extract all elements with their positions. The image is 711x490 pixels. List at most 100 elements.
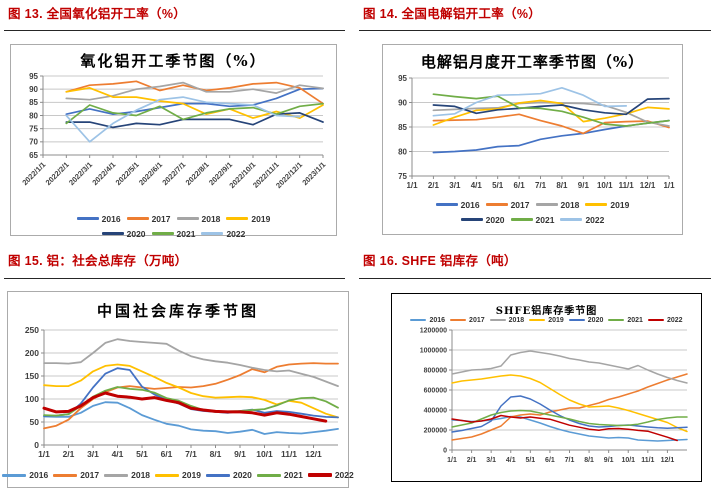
legend-alumina: 2016 2017 2018 2019 2020 2021 2022 (11, 211, 336, 241)
svg-text:8/1: 8/1 (584, 457, 594, 464)
legend-label: 2016 (460, 199, 480, 210)
legend-row: 2016 2017 2018 2019 (435, 197, 629, 212)
svg-text:75: 75 (398, 172, 407, 181)
legend-item-2018: 2018 (535, 199, 580, 210)
legend-swatch (560, 218, 583, 221)
svg-text:9/1: 9/1 (603, 457, 613, 464)
section-rule (4, 278, 345, 279)
svg-text:7/1: 7/1 (564, 457, 574, 464)
legend-swatch (435, 203, 458, 206)
legend-swatch (256, 473, 281, 477)
panel-figure-14: 图 14. 全国电解铝开工率（%） 电解铝月度开工率季节图（%） 75 80 85 9… (356, 0, 711, 247)
svg-text:1200000: 1200000 (419, 328, 446, 335)
chart-frame-social-inventory: 中国社会库存季节图 0 50 100 150 200 250 1/1 2/1 3/1 4/1 5/1… (2, 291, 354, 488)
legend-item-2019: 2019 (155, 470, 201, 480)
alumina-operating-rate-plot: 657075808590952022/1/12022/2/12022/3/120… (20, 72, 327, 190)
legend-item-2020: 2020 (568, 316, 604, 324)
legend-row: 2020 2021 2022 (101, 226, 246, 241)
legend-swatch (126, 217, 149, 220)
legend-label: 2016 (429, 316, 446, 324)
legend-item-2017: 2017 (485, 200, 530, 210)
legend-row: 2016 2017 2018 2019 (76, 211, 271, 226)
svg-text:65: 65 (29, 151, 38, 160)
legend-label: 2021 (627, 316, 643, 324)
legend-label: 2019 (251, 213, 271, 224)
svg-text:11/1: 11/1 (641, 457, 654, 464)
legend-item-2021: 2021 (510, 214, 555, 225)
svg-text:10/1: 10/1 (256, 449, 273, 459)
legend-item-2017: 2017 (126, 213, 171, 224)
svg-text:2/1: 2/1 (62, 449, 74, 459)
panel-figure-15: 图 15. 铝：社会总库存（万吨） 中国社会库存季节图 0 50 100 150 200… (0, 247, 356, 490)
svg-text:11/1: 11/1 (280, 449, 296, 459)
legend-item-2020: 2020 (205, 470, 252, 480)
legend-electrolytic: 2016 2017 2018 2019 2020 2021 2022 (383, 197, 682, 227)
legend-row: 2016 2017 2018 2019 2020 2021 2022 (2, 467, 354, 483)
legend-swatch (410, 318, 427, 322)
svg-text:1/1: 1/1 (38, 449, 50, 459)
legend-swatch (205, 473, 230, 477)
svg-text:1/1: 1/1 (447, 457, 457, 464)
legend-swatch (101, 232, 124, 235)
svg-text:7/1: 7/1 (535, 181, 547, 190)
svg-text:6/1: 6/1 (545, 457, 555, 464)
legend-swatch (151, 232, 174, 235)
legend-item-2022: 2022 (647, 317, 683, 324)
svg-text:2022/7/1: 2022/7/1 (160, 160, 187, 187)
shfe-inventory-plot: 0 200000 400000 600000 800000 1000000 1200000 1… (419, 328, 688, 464)
svg-text:5/1: 5/1 (492, 181, 504, 190)
legend-label: 2017 (151, 213, 171, 224)
svg-text:4/1: 4/1 (111, 449, 123, 459)
chart-title-shfe-inventory: SHFE铝库存季节图 (495, 306, 598, 317)
svg-text:4/1: 4/1 (505, 457, 515, 464)
svg-text:95: 95 (29, 72, 38, 81)
legend-label: 2022 (226, 228, 246, 239)
chart-frame-electrolytic: 电解铝月度开工率季节图（%） 75 80 85 90 95 1/1 2/1 3/1 4/1 5/1… (382, 44, 683, 235)
svg-text:80: 80 (398, 147, 407, 156)
legend-swatch (460, 218, 483, 221)
legend-item-2020: 2020 (460, 215, 505, 225)
legend-row: 2020 2021 2022 (460, 212, 605, 227)
chart-title-electrolytic: 电解铝月度开工率季节图（%） (420, 53, 645, 71)
svg-text:150: 150 (24, 371, 38, 381)
svg-text:0: 0 (34, 440, 39, 450)
legend-swatch (647, 318, 664, 322)
legend-label: 2022 (334, 470, 354, 480)
legend-row: 2016 2017 2018 2019 2020 2021 2022 (410, 314, 683, 326)
legend-label: 2021 (283, 470, 303, 480)
svg-text:7/1: 7/1 (185, 449, 197, 459)
legend-label: 2021 (535, 214, 555, 225)
legend-swatch (53, 473, 78, 477)
svg-text:200: 200 (24, 348, 38, 358)
svg-text:12/1: 12/1 (305, 449, 322, 459)
chart-frame-shfe-inventory: SHFE铝库存季节图 2016 2017 2018 2019 2020 2021 2022 … (391, 293, 702, 482)
legend-label: 2022 (585, 214, 605, 225)
legend-label: 2020 (587, 316, 604, 324)
electrolytic-operating-rate-plot: 75 80 85 90 95 1/1 2/1 3/1 4/1 5/1 6/1 7/1 8/1 9/1 10/… (398, 74, 675, 190)
svg-text:12/1: 12/1 (640, 181, 656, 190)
svg-text:2/1: 2/1 (466, 457, 476, 464)
legend-swatch (450, 318, 467, 322)
legend-swatch (155, 473, 180, 477)
legend-label: 2018 (560, 199, 580, 210)
legend-item-2017: 2017 (53, 470, 99, 480)
svg-text:5/1: 5/1 (525, 457, 535, 464)
chart-frame-alumina: 氧化铝开工季节图（%） 65 70 75 80 85 90 95 2022/1/1 2022/2… (10, 44, 337, 239)
legend-label: 2019 (548, 316, 564, 324)
legend-item-2018: 2018 (489, 317, 524, 324)
legend-item-2021: 2021 (256, 470, 303, 480)
svg-text:250: 250 (24, 325, 38, 335)
legend-swatch (535, 203, 558, 206)
legend-label: 2020 (232, 470, 252, 480)
svg-text:6/1: 6/1 (514, 181, 526, 190)
legend-swatch (489, 318, 506, 322)
svg-text:400000: 400000 (423, 408, 446, 415)
svg-text:2/1: 2/1 (428, 181, 440, 190)
legend-swatch (104, 473, 129, 477)
section-title-figure-13: 图 13. 全国氧化铝开工率（%） (8, 7, 187, 21)
legend-label: 2018 (131, 470, 151, 480)
svg-text:1000000: 1000000 (419, 348, 446, 355)
legend-swatch (568, 318, 585, 322)
legend-label: 2017 (469, 316, 485, 324)
svg-text:85: 85 (398, 123, 407, 132)
